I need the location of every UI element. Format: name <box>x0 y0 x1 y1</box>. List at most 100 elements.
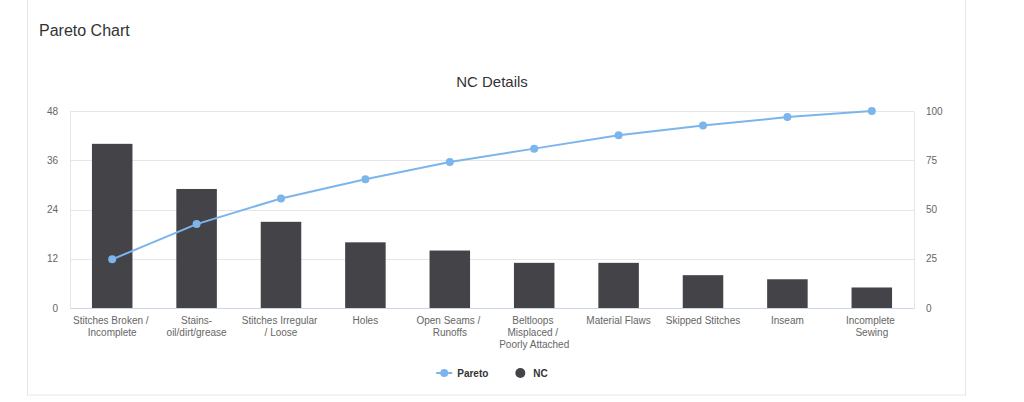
x-tick-label: Open Seams / Runoffs <box>416 315 483 338</box>
x-tick-label-line: Stains- <box>181 315 212 326</box>
y-tick: 36 <box>47 155 59 166</box>
x-tick-label-line: Inseam <box>771 315 804 326</box>
x-tick-label-line: Stitches Broken / <box>73 315 151 326</box>
x-tick-label: Holes <box>353 315 379 326</box>
x-tick-label: Inseam <box>771 315 804 326</box>
bar <box>514 263 555 308</box>
legend-item: NC <box>515 368 547 379</box>
legend-symbol <box>515 368 525 378</box>
bar <box>683 275 724 308</box>
x-tick: Open Seams / Runoffs <box>416 315 483 338</box>
x-tick-label: Incomplete Sewing <box>846 315 898 338</box>
x-tick: Stains-oil/dirt/grease <box>167 315 227 338</box>
x-tick: Beltloops Misplaced / Poorly Attached <box>499 315 569 350</box>
bar <box>852 287 893 308</box>
y2-tick-label: 100 <box>926 106 943 117</box>
bar <box>261 222 302 308</box>
y-tick-label: 36 <box>47 155 59 166</box>
x-tick-label: Skipped Stitches <box>666 315 741 326</box>
x-tick-label-line: Stitches Irregular <box>242 315 320 326</box>
x-tick-label-line: Misplaced / <box>508 327 561 338</box>
grid-line <box>70 308 914 309</box>
x-tick-label-line: Sewing <box>855 327 888 338</box>
x-tick-label: Beltloops Misplaced / Poorly Attached <box>499 315 569 350</box>
legend-item: Pareto <box>436 368 488 379</box>
bar <box>767 279 808 308</box>
y-tick-label: 0 <box>52 303 58 314</box>
x-tick-label: Stains-oil/dirt/grease <box>167 315 227 338</box>
y-axis-line <box>70 112 71 309</box>
y-tick: 12 <box>47 253 59 264</box>
x-tick-label: Stitches Irregular / Loose <box>242 315 320 338</box>
y-axis: 0 12 24 36 48 <box>47 106 71 314</box>
y2-axis-line <box>914 112 915 309</box>
y2-tick: 100 <box>926 106 943 117</box>
bar <box>345 242 386 308</box>
bar <box>92 144 133 308</box>
y2-tick-label: 75 <box>926 155 938 166</box>
x-tick-label-line: oil/dirt/grease <box>167 327 227 338</box>
line-marker <box>108 255 116 263</box>
legend-label: Pareto <box>457 368 488 379</box>
y2-tick-label: 50 <box>926 204 938 215</box>
legend-symbol <box>440 369 448 377</box>
chart-container: Pareto Chart NC Details 0 12 24 36 48 0 25 50 75 10… <box>0 0 1024 402</box>
y2-tick-label: 0 <box>926 303 932 314</box>
x-tick-label-line: Beltloops <box>512 315 556 326</box>
x-axis-line <box>71 308 915 309</box>
y-tick: 24 <box>47 204 59 215</box>
line-series <box>108 107 876 263</box>
x-tick-label: Stitches Broken / Incomplete <box>73 315 151 338</box>
x-tick: Inseam <box>771 315 804 326</box>
y2-tick: 0 <box>926 303 932 314</box>
x-tick-label-line: / Loose <box>265 327 298 338</box>
y2-tick: 75 <box>926 155 938 166</box>
y-tick: 0 <box>52 303 58 314</box>
x-tick-label-line: Skipped Stitches <box>666 315 741 326</box>
chart-svg: Pareto Chart NC Details 0 12 24 36 48 0 25 50 75 10… <box>0 0 1024 402</box>
line-marker <box>361 175 369 183</box>
x-tick-label-line: Runoffs <box>433 327 467 338</box>
line-marker <box>277 194 285 202</box>
legend-label: NC <box>533 368 547 379</box>
x-tick-label-line: Incomplete <box>88 327 137 338</box>
bar <box>598 263 639 308</box>
line-marker <box>868 107 876 115</box>
line-marker <box>615 131 623 139</box>
grid-line <box>70 160 914 161</box>
x-tick-label: Material Flaws <box>586 315 650 326</box>
grid <box>70 112 914 309</box>
x-tick-label-line: Material Flaws <box>586 315 650 326</box>
header-title: Pareto Chart <box>39 22 130 39</box>
x-tick: Material Flaws <box>586 315 650 326</box>
x-tick: Skipped Stitches <box>666 315 741 326</box>
line-marker <box>699 122 707 130</box>
y-tick: 48 <box>47 106 59 117</box>
line-marker <box>446 158 454 166</box>
grid-line <box>70 111 914 112</box>
chart-title: NC Details <box>456 73 528 90</box>
x-tick-label-line: Holes <box>353 315 379 326</box>
pareto-line <box>112 111 872 259</box>
y-tick-label: 48 <box>47 106 59 117</box>
plot-marks <box>92 107 892 308</box>
bar <box>176 189 217 308</box>
line-marker <box>783 113 791 121</box>
x-tick-label-line: Poorly Attached <box>499 339 569 350</box>
y2-tick: 50 <box>926 204 938 215</box>
y-tick-label: 24 <box>47 204 59 215</box>
x-tick-label-line: Incomplete <box>846 315 898 326</box>
x-tick: Stitches Broken / Incomplete <box>73 315 151 338</box>
legend: Pareto NC <box>436 368 548 379</box>
x-axis: Stitches Broken / Incomplete Stains-oil/d… <box>71 309 915 351</box>
panel <box>28 0 966 395</box>
y2-tick: 25 <box>926 253 938 264</box>
x-tick-label-line: Open Seams / <box>416 315 483 326</box>
x-tick: Holes <box>353 315 379 326</box>
bar-series <box>92 144 892 308</box>
y2-tick-label: 25 <box>926 253 938 264</box>
x-tick: Incomplete Sewing <box>846 315 898 338</box>
x-tick: Stitches Irregular / Loose <box>242 315 320 338</box>
line-marker <box>193 220 201 228</box>
bar <box>430 251 471 308</box>
